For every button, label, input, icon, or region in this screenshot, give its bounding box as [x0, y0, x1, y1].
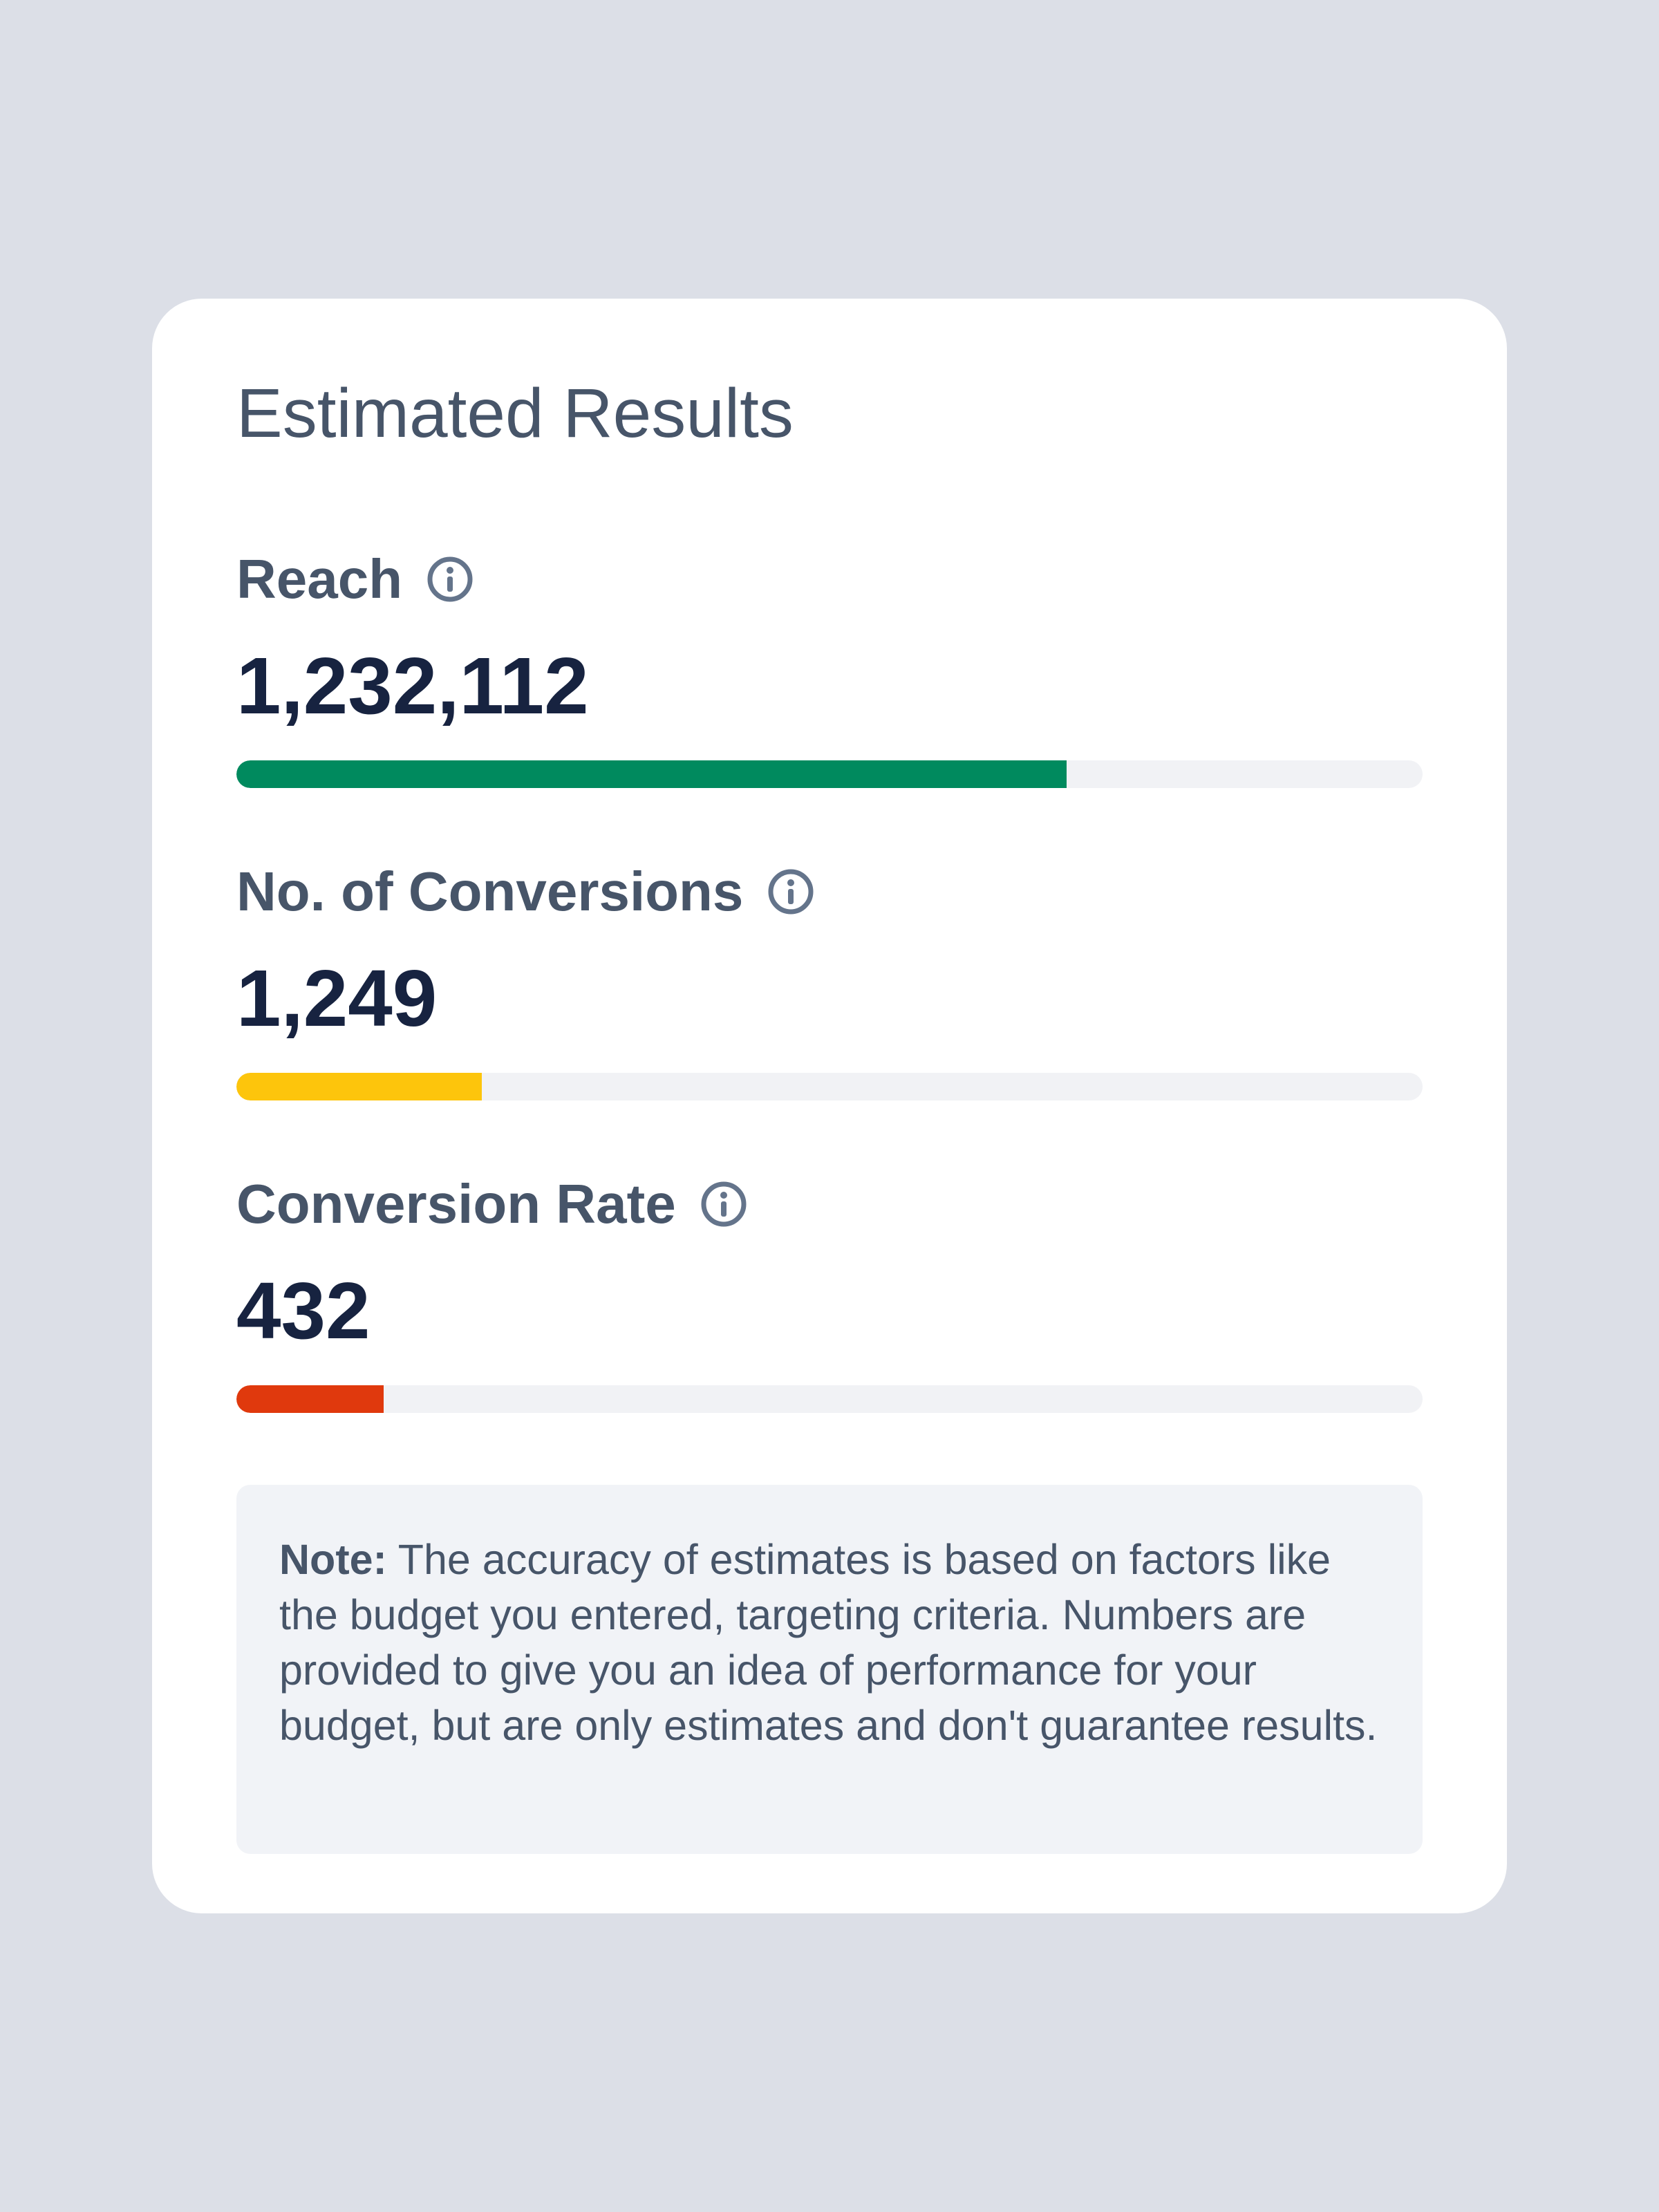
metric-label: Conversion Rate — [236, 1173, 676, 1235]
note-body: The accuracy of estimates is based on fa… — [279, 1536, 1378, 1749]
metric-label: No. of Conversions — [236, 861, 744, 922]
progress-track — [236, 760, 1423, 788]
note-text: Note: The accuracy of estimates is based… — [279, 1532, 1380, 1753]
metric-label: Reach — [236, 548, 403, 610]
metric-conversions: No. of Conversions 1,249 — [236, 859, 1423, 1100]
metric-conversion-rate: Conversion Rate 432 — [236, 1171, 1423, 1413]
progress-fill — [236, 760, 1067, 788]
note-box: Note: The accuracy of estimates is based… — [236, 1485, 1423, 1854]
info-icon[interactable] — [426, 555, 474, 603]
metric-value: 1,232,112 — [236, 641, 589, 731]
metric-label-row: Reach — [236, 546, 1423, 612]
metric-value: 432 — [236, 1266, 371, 1356]
metric-label-row: No. of Conversions — [236, 859, 1423, 925]
info-icon[interactable] — [700, 1180, 748, 1228]
progress-fill — [236, 1073, 482, 1100]
card-title: Estimated Results — [236, 375, 794, 452]
note-prefix: Note: — [279, 1536, 387, 1583]
metric-value: 1,249 — [236, 953, 438, 1043]
estimated-results-card: Estimated Results Reach 1,232,112 No. of… — [152, 299, 1507, 1913]
info-icon[interactable] — [767, 868, 815, 916]
metric-reach: Reach 1,232,112 — [236, 546, 1423, 788]
progress-track — [236, 1073, 1423, 1100]
progress-track — [236, 1385, 1423, 1413]
metric-label-row: Conversion Rate — [236, 1171, 1423, 1237]
progress-fill — [236, 1385, 384, 1413]
